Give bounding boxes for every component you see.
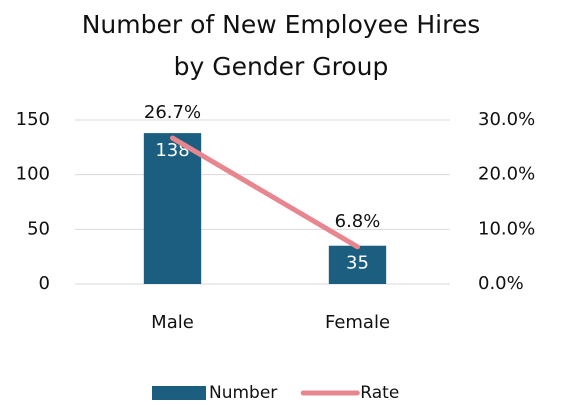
y-tick-label: 150 [16, 109, 50, 130]
legend-swatch [152, 386, 206, 400]
line-value-label: 26.7% [144, 102, 201, 123]
rate-line [170, 135, 360, 250]
legend-label: Rate [360, 383, 399, 403]
bar [143, 133, 202, 284]
y-tick-label: 100 [16, 164, 50, 185]
bar [328, 245, 387, 284]
y-tick-label: 50 [27, 218, 50, 239]
line-value-label: 6.8% [335, 211, 381, 232]
y2-tick-label: 30.0% [478, 109, 535, 130]
chart-title: Number of New Employee Hires by Gender G… [81, 10, 481, 81]
x-tick-label: Female [325, 312, 390, 333]
y-tick-label: 0 [39, 273, 50, 294]
y2-tick-label: 10.0% [478, 218, 535, 239]
x-tick-label: Male [151, 312, 194, 333]
bar-value-label: 35 [346, 253, 369, 274]
legend-label: Number [209, 383, 277, 403]
y2-tick-label: 20.0% [478, 164, 535, 185]
y2-tick-label: 0.0% [478, 273, 524, 294]
